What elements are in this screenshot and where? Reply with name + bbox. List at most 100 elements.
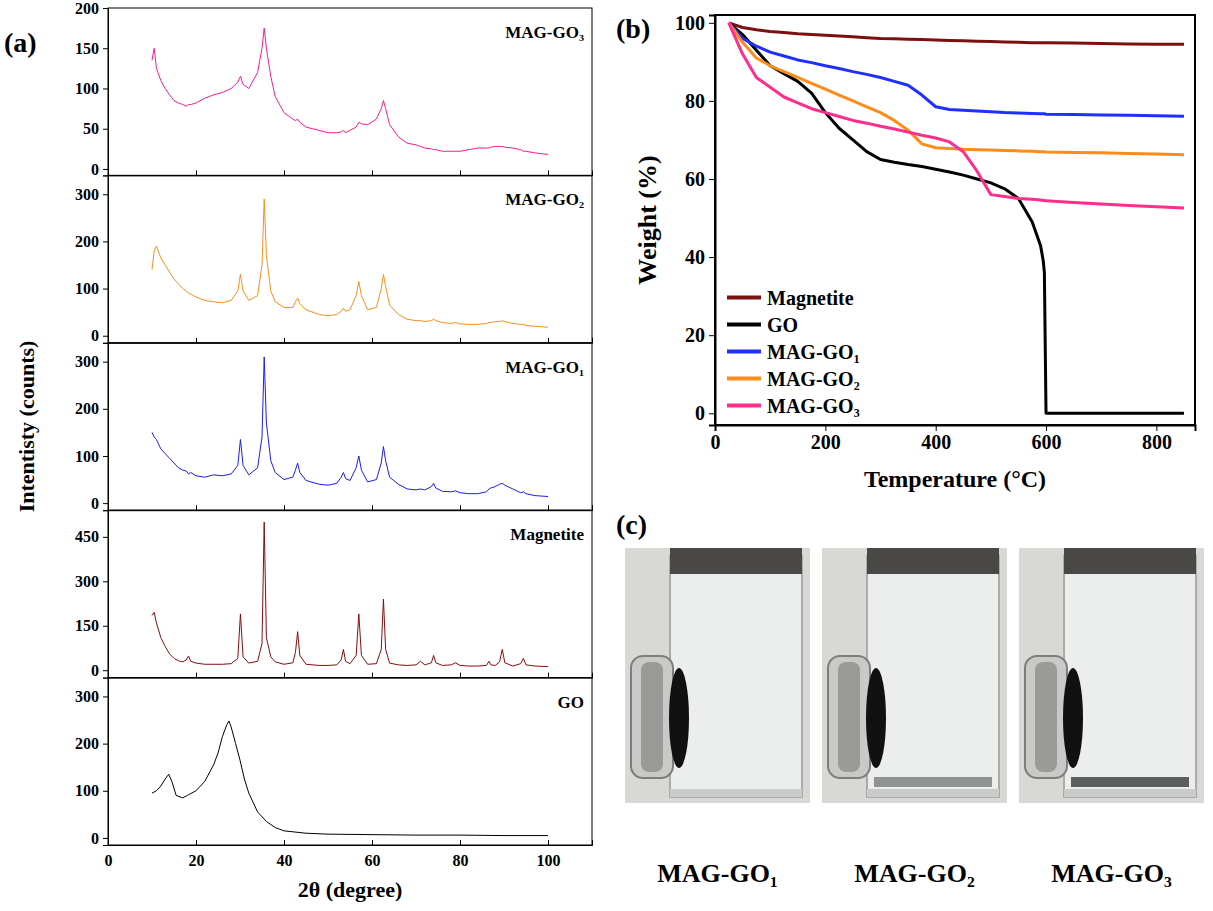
tick: 20 (685, 324, 715, 346)
tick-mark (196, 338, 197, 343)
tick-mark (103, 696, 108, 697)
tick (460, 673, 461, 678)
tick-mark (460, 840, 461, 845)
panel-label: (a) (4, 27, 37, 58)
tick (548, 338, 549, 343)
legend: MagnetiteGOMAG-GO₁MAG-GO₂MAG-GO₃ (727, 287, 860, 417)
tick: 200 (811, 425, 841, 453)
tick-mark (825, 425, 826, 431)
tick-label: 600 (1032, 431, 1062, 453)
data-line (152, 721, 548, 836)
tick-mark (372, 170, 373, 175)
tick-mark (103, 88, 108, 89)
plot-frame (108, 175, 592, 342)
tick: 0 (711, 425, 721, 453)
tick-label: 300 (75, 573, 99, 590)
tick (548, 673, 549, 678)
tick-mark (715, 425, 716, 431)
tick: 400 (921, 425, 951, 453)
tick-mark (709, 257, 715, 258)
tick (372, 338, 373, 343)
tick (196, 338, 197, 343)
sediment (874, 777, 992, 787)
tga-panel: 0204060801000200400600800 (675, 12, 1196, 453)
tick-mark (460, 505, 461, 510)
photo-background (822, 548, 1007, 803)
tick-label: 80 (453, 852, 469, 869)
tick (460, 338, 461, 343)
tick-mark (548, 170, 549, 175)
photo-background (1019, 548, 1204, 803)
tick: 150 (75, 40, 108, 57)
tick-label: 300 (75, 353, 99, 370)
xrd-panel: 0100200300MAG-GO₁ (75, 343, 593, 512)
tick-mark (936, 425, 937, 431)
data-line (152, 28, 548, 154)
legend-swatch (727, 296, 761, 300)
tick-mark (103, 289, 108, 290)
tick-label: 20 (189, 852, 205, 869)
series-label: MAG-GO₂ (505, 190, 584, 209)
x-axis-title: 2θ (degree) (298, 877, 403, 902)
tick-label: 0 (695, 402, 705, 424)
tick-mark (103, 456, 108, 457)
tick (108, 338, 109, 343)
tick-mark (372, 673, 373, 678)
tick (284, 170, 285, 175)
tick-mark (284, 673, 285, 678)
particles (866, 668, 886, 768)
particles (1063, 668, 1083, 768)
tick-mark (284, 170, 285, 175)
tick (196, 505, 197, 510)
legend-label: Magnetite (767, 287, 854, 310)
y-axis: 020406080100 (675, 12, 716, 426)
tick-mark (1046, 425, 1047, 431)
tick-label: 300 (75, 186, 99, 203)
tick-mark (108, 338, 109, 343)
photo-background (625, 548, 810, 803)
tick: 20 (189, 840, 205, 869)
tick-mark (103, 744, 108, 745)
tick-mark (103, 194, 108, 195)
axis-line (716, 426, 1196, 432)
tick-label: 100 (75, 448, 99, 465)
tick-label: 40 (277, 852, 293, 869)
tick-mark (709, 179, 715, 180)
tick: 150 (75, 617, 108, 634)
tick: 100 (675, 12, 715, 34)
magnet-face (838, 662, 860, 772)
tick-mark (1156, 425, 1157, 431)
data-line (152, 357, 548, 497)
y-axis: 0150300450 (75, 511, 109, 679)
magnet (631, 656, 673, 778)
tick-label: 0 (91, 495, 99, 512)
tick-mark (103, 503, 108, 504)
sediment (1071, 777, 1189, 787)
legend-swatch (727, 404, 761, 408)
photo-caption: MAG-GO₁ (657, 859, 777, 888)
data-line (729, 23, 1184, 44)
tick (108, 170, 109, 175)
tick: 300 (75, 573, 108, 590)
vial-base (1064, 789, 1196, 797)
vial-cap (670, 548, 802, 574)
tick-label: 50 (83, 120, 99, 137)
y-axis: 0100200300 (75, 176, 109, 344)
tick (284, 673, 285, 678)
tick: 450 (75, 528, 108, 545)
tick-mark (548, 673, 549, 678)
y-axis-title: Weight (%) (633, 155, 662, 284)
tick-mark (103, 838, 108, 839)
tick (284, 338, 285, 343)
data-line (729, 23, 1184, 155)
tick (372, 673, 373, 678)
tick-mark (103, 409, 108, 410)
tick-label: 20 (685, 324, 705, 346)
legend-label: MAG-GO₂ (767, 368, 860, 390)
tick-mark (103, 241, 108, 242)
tick-mark (103, 8, 108, 9)
tick-mark (709, 23, 715, 24)
tick (196, 673, 197, 678)
tick: 600 (1032, 425, 1062, 453)
tick-mark (103, 362, 108, 363)
